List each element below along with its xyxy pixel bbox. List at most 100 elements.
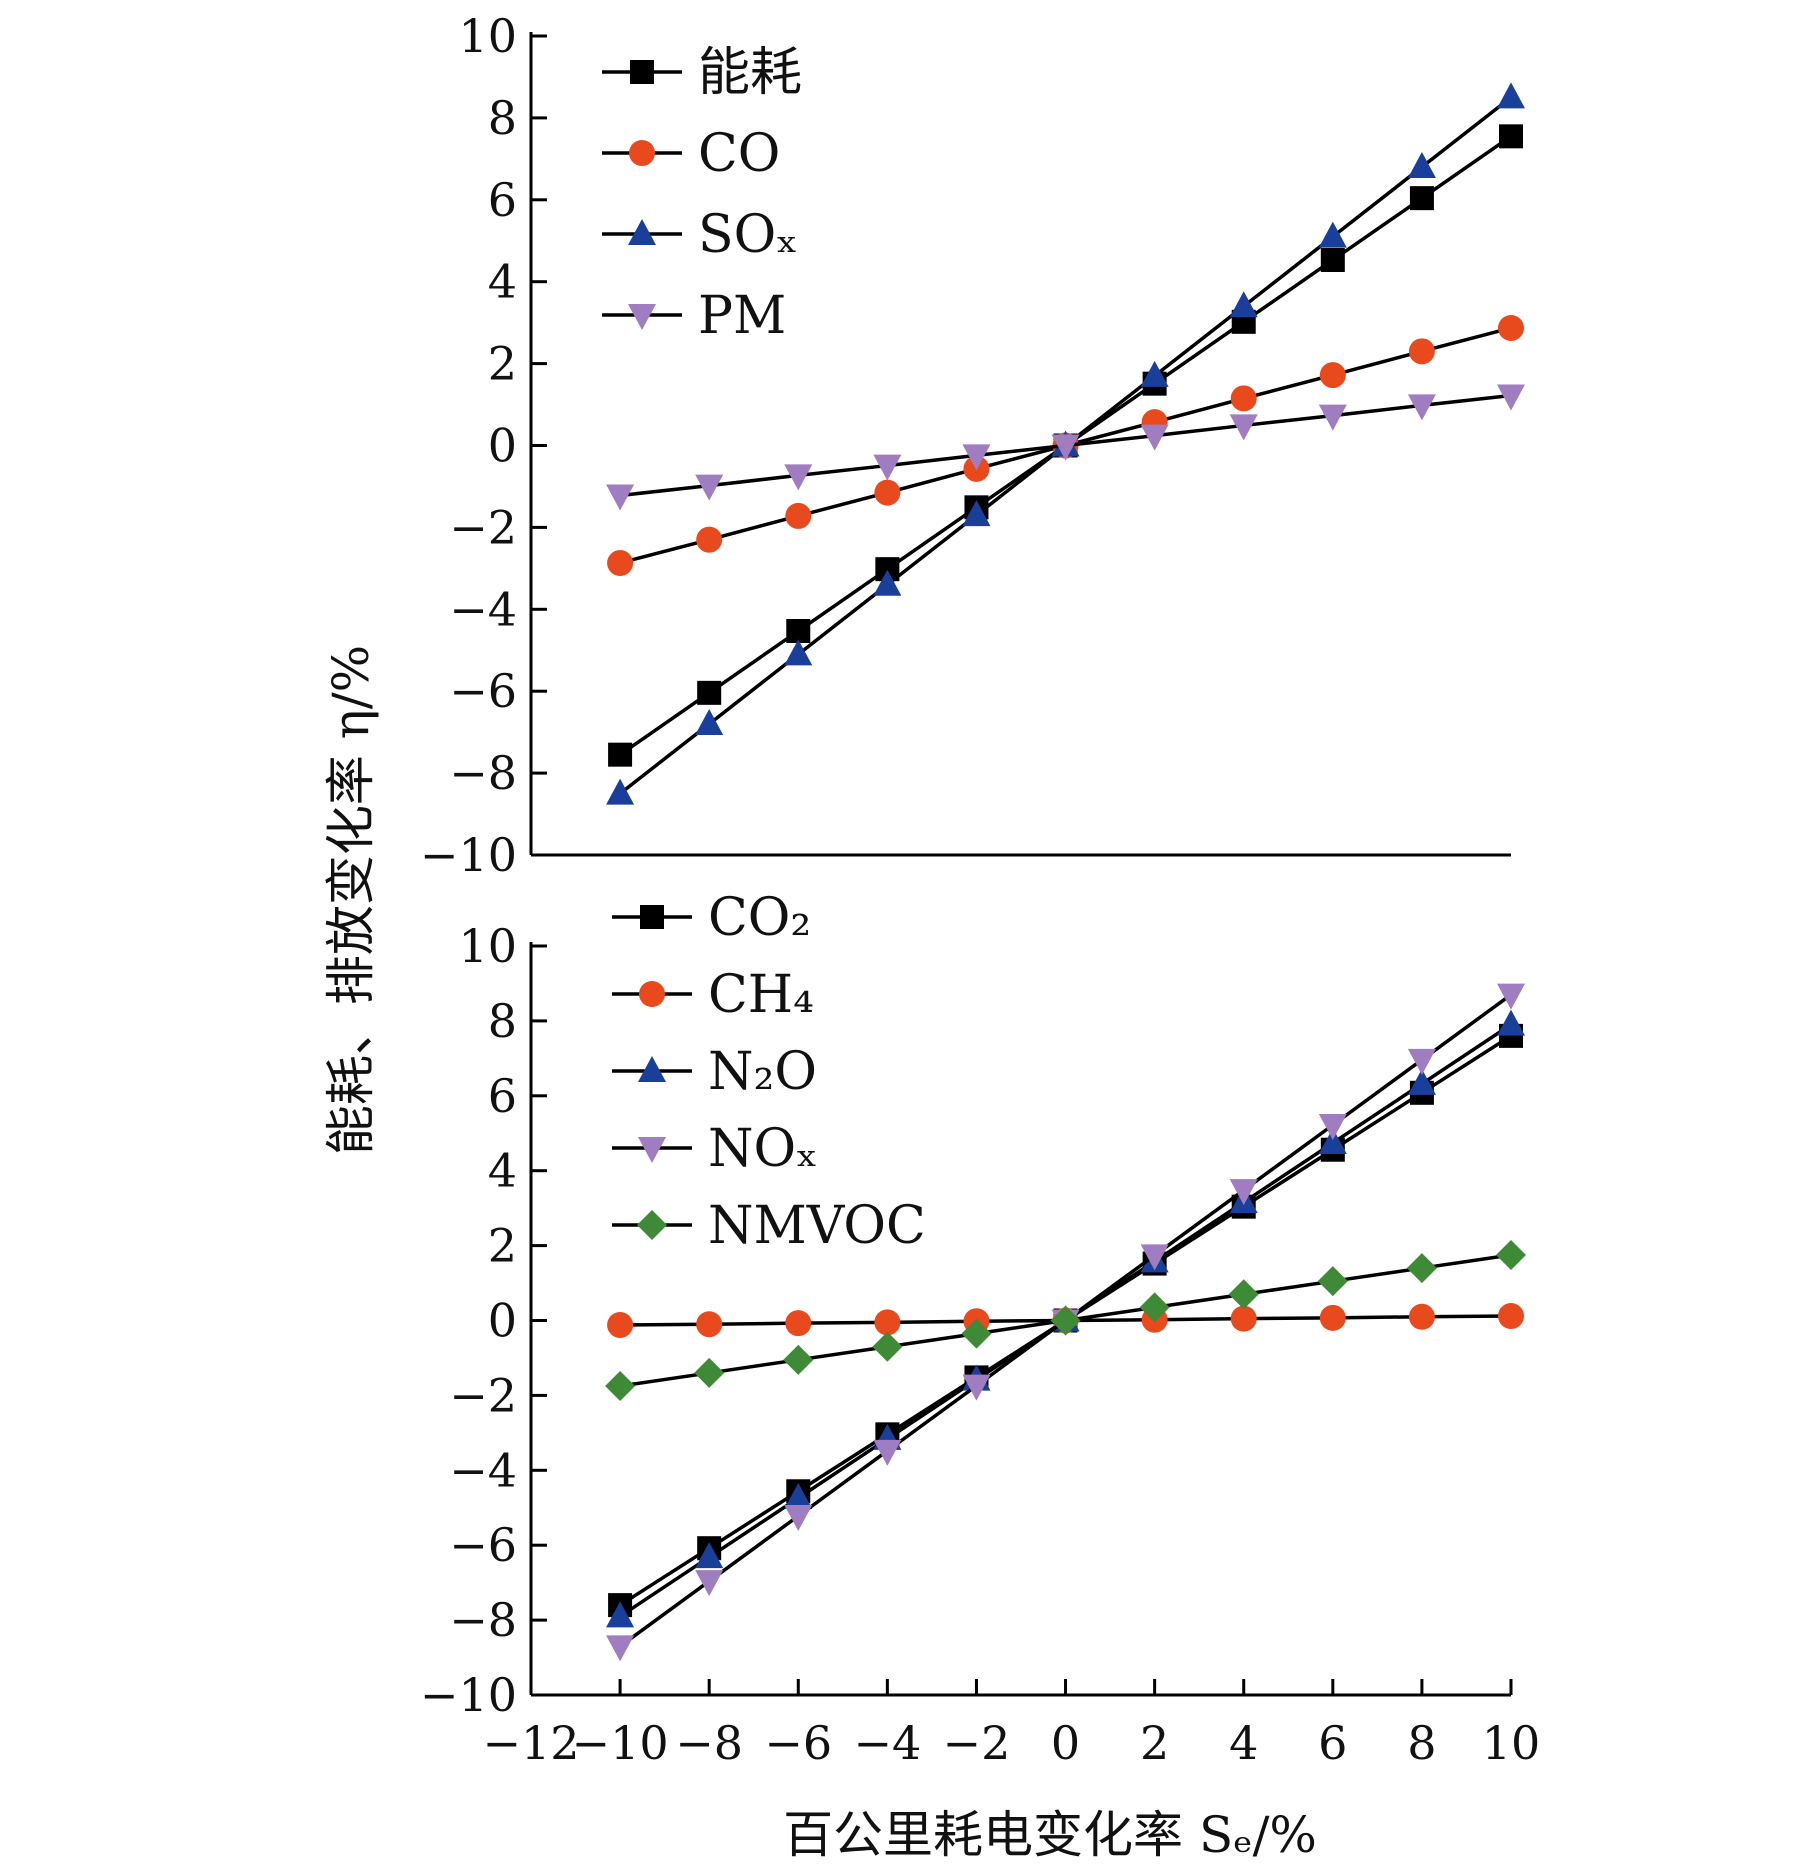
top-data-point (1409, 186, 1434, 211)
top-data-point (784, 639, 813, 666)
bottom-data-point (605, 1371, 636, 1402)
bottom-y-tick-label: −8 (449, 1593, 517, 1647)
top-legend-entry: PM (602, 286, 786, 346)
bottom-data-point (1318, 1127, 1347, 1154)
top-data-point (606, 778, 635, 805)
bottom-y-tick-label: −10 (420, 1668, 517, 1722)
top-series-3 (606, 384, 1525, 511)
bottom-data-point (1230, 1305, 1257, 1332)
bottom-series-1 (607, 1303, 1524, 1338)
bottom-data-point (784, 1504, 813, 1531)
top-y-tick-label: −8 (449, 746, 517, 800)
bottom-legend-entry: NOₓ (612, 1119, 818, 1179)
bottom-data-point (1318, 1114, 1347, 1141)
bottom-data-point (1139, 1292, 1170, 1323)
bottom-data-point (695, 1542, 724, 1569)
bottom-data-point (1229, 1179, 1258, 1206)
bottom-y-tick-label: 0 (488, 1294, 517, 1348)
x-tick-label: 8 (1407, 1716, 1436, 1770)
legend-label: 能耗 (698, 43, 802, 103)
x-tick-label: 6 (1318, 1716, 1347, 1770)
top-data-point (1497, 384, 1525, 411)
x-tick-label: −10 (572, 1716, 669, 1770)
bottom-y-tick-label: 4 (488, 1144, 517, 1198)
top-y-tick-label: 8 (488, 91, 517, 145)
x-tick-label: 0 (1051, 1716, 1080, 1770)
bottom-y-tick-label: 8 (488, 994, 517, 1048)
top-data-point (608, 742, 633, 767)
bottom-data-point (874, 1309, 901, 1336)
top-y-tick-label: 10 (458, 9, 517, 63)
top-y-tick-label: 6 (488, 173, 517, 227)
legend-label: CO (698, 124, 780, 184)
legend-label: NMVOC (708, 1196, 926, 1256)
top-y-tick-label: −2 (449, 500, 517, 554)
bottom-y-tick-label: 2 (488, 1219, 517, 1273)
x-tick-label: −2 (943, 1716, 1011, 1770)
bottom-y-tick-label: −4 (449, 1443, 517, 1497)
top-y-tick-label: −4 (449, 582, 517, 636)
top-data-point (1140, 424, 1169, 451)
top-data-point (695, 474, 724, 501)
bottom-y-tick-label: −6 (449, 1518, 517, 1572)
top-data-point (606, 484, 635, 511)
bottom-legend-entry: CH₄ (612, 965, 814, 1025)
bottom-data-point (1317, 1266, 1348, 1297)
legend-marker (637, 1210, 667, 1240)
bottom-data-point (1496, 1239, 1526, 1270)
legend-marker (630, 60, 654, 84)
x-tick-label: −12 (482, 1716, 579, 1770)
top-data-point (1140, 360, 1169, 387)
x-tick-label: −6 (764, 1716, 832, 1770)
x-tick-label: 10 (1482, 1716, 1541, 1770)
top-data-point (697, 680, 722, 705)
top-data-point (786, 619, 811, 644)
legend-marker (638, 1137, 666, 1163)
top-y-tick-label: 2 (488, 337, 517, 391)
top-data-point (873, 569, 902, 596)
top-data-point (1498, 314, 1524, 341)
x-tick-label: 4 (1229, 1716, 1258, 1770)
top-data-point (695, 708, 724, 735)
bottom-data-point (784, 1483, 813, 1510)
x-tick-label: −8 (675, 1716, 743, 1770)
top-data-point (1318, 221, 1347, 248)
top-y-tick-label: 4 (488, 255, 517, 309)
bottom-data-point (606, 1601, 635, 1628)
top-data-point (607, 550, 634, 577)
bottom-legend-entry: CO₂ (612, 888, 811, 948)
top-data-point (1407, 152, 1436, 179)
top-data-point (1497, 82, 1525, 109)
bottom-data-point (606, 1635, 635, 1662)
bottom-data-point (696, 1311, 723, 1338)
bottom-data-point (1408, 1303, 1435, 1330)
bottom-data-point (607, 1311, 634, 1338)
legend-label: NOₓ (708, 1119, 818, 1179)
bottom-data-point (1140, 1244, 1169, 1271)
legend-label: CO₂ (708, 888, 811, 948)
x-axis-title: 百公里耗电变化率 Sₑ/% (783, 1806, 1317, 1864)
top-data-point (873, 454, 902, 481)
top-data-point (962, 500, 991, 527)
top-data-point (1319, 362, 1346, 389)
top-legend-entry: SOₓ (602, 205, 798, 265)
bottom-data-point (1497, 983, 1525, 1010)
bottom-legend-entry: NMVOC (612, 1196, 926, 1256)
bottom-data-point (1319, 1304, 1346, 1331)
y-axis-title: 能耗、排放变化率 η/% (322, 645, 380, 1155)
legend-label: PM (698, 286, 786, 346)
bottom-legend-entry: N₂O (612, 1042, 817, 1102)
top-data-point (1408, 338, 1435, 365)
legend-marker (640, 905, 664, 929)
legend-marker (628, 219, 656, 245)
legend-label: N₂O (708, 1042, 817, 1102)
bottom-data-point (695, 1570, 724, 1597)
bottom-series-4 (605, 1239, 1526, 1402)
bottom-data-point (1498, 1303, 1524, 1330)
bottom-data-point (694, 1357, 725, 1388)
top-y-tick-label: −10 (420, 828, 517, 882)
top-y-tick-label: −6 (449, 664, 517, 718)
bottom-y-tick-label: 10 (458, 919, 517, 973)
top-legend-entry: 能耗 (602, 43, 802, 103)
bottom-data-point (785, 1310, 812, 1337)
